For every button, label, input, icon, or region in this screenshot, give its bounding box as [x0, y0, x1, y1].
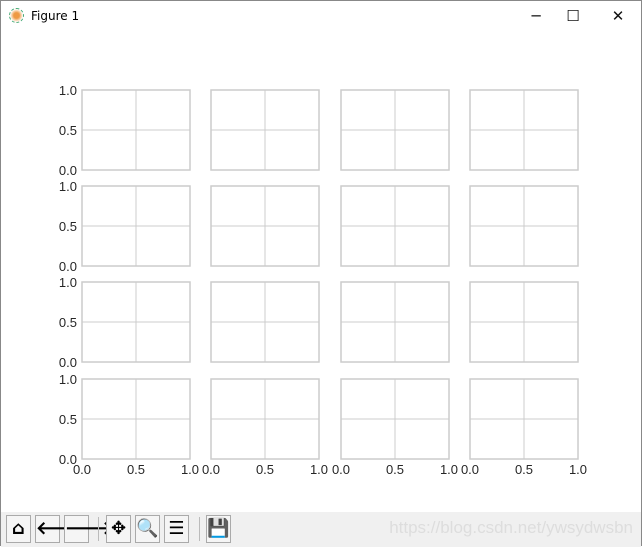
axes-frame	[210, 281, 320, 363]
home-icon: ⌂	[12, 518, 25, 539]
subplot-r2-c3	[340, 185, 450, 267]
y-tick-label: 0.5	[59, 123, 77, 138]
magnifier-icon: 🔍	[136, 518, 159, 539]
x-tick-label: 0.5	[127, 462, 145, 477]
x-tick-label: 0.0	[73, 462, 91, 477]
toolbar-separator	[199, 517, 200, 541]
x-tick-label: 1.0	[569, 462, 587, 477]
forward-button[interactable]: 🡒	[64, 515, 113, 543]
figure-canvas: 0.00.51.00.00.51.00.00.51.00.00.51.00.0 0…	[59, 83, 587, 477]
axes-frame	[210, 378, 320, 460]
subplot-r1-c4	[469, 89, 579, 171]
y-tick-label: 1.0	[59, 179, 77, 194]
axes-frame	[210, 89, 320, 171]
axes-frame	[210, 185, 320, 267]
axes-frame	[81, 89, 191, 171]
subplot-r1-c1: 0.0 0.5 1.0	[59, 83, 191, 178]
y-tick-label: 0.0	[59, 259, 77, 274]
x-tick-label: 0.0	[332, 462, 350, 477]
x-tick-label: 1.0	[310, 462, 328, 477]
x-tick-label: 0.0	[202, 462, 220, 477]
axes-frame	[469, 281, 579, 363]
subplot-r4-c1: 0.0 0.5 1.0 0.0 0.5 1.0	[59, 372, 199, 477]
axes-frame	[469, 185, 579, 267]
y-tick-label: 0.0	[59, 355, 77, 370]
x-tick-label: 0.5	[386, 462, 404, 477]
arrow-right-icon: 🡒	[65, 518, 114, 539]
x-tick-label: 0.5	[515, 462, 533, 477]
y-tick-label: 0.5	[59, 219, 77, 234]
save-button[interactable]: 💾	[206, 515, 231, 543]
x-tick-label: 0.5	[256, 462, 274, 477]
matplotlib-logo-icon	[9, 8, 24, 23]
back-button[interactable]: 🡐	[35, 515, 84, 543]
x-tick-label: 1.0	[440, 462, 458, 477]
axes-frame	[81, 185, 191, 267]
subplot-r2-c4	[469, 185, 579, 267]
maximize-button[interactable]: ☐	[566, 7, 580, 25]
subplot-r4-c2: 0.0 0.5 1.0	[202, 378, 328, 477]
y-tick-label: 0.5	[59, 412, 77, 427]
subplot-r3-c1: 0.0 0.5 1.0	[59, 275, 191, 370]
x-tick-label: 0.0	[461, 462, 479, 477]
subplot-r3-c2	[210, 281, 320, 363]
subplot-r2-c1: 0.0 0.5 1.0	[59, 179, 191, 274]
home-button[interactable]: ⌂	[6, 515, 31, 543]
subplot-r1-c3	[340, 89, 450, 171]
axes-frame	[469, 89, 579, 171]
window-title: Figure 1	[31, 9, 80, 23]
subplot-r4-c4: 0.0 0.5 1.0	[461, 378, 587, 477]
subplot-r1-c2	[210, 89, 320, 171]
y-tick-label: 1.0	[59, 372, 77, 387]
zoom-button[interactable]: 🔍	[135, 515, 160, 543]
subplot-r3-c4	[469, 281, 579, 363]
axes-frame	[81, 281, 191, 363]
close-button[interactable]: ✕	[611, 7, 625, 25]
minimize-button[interactable]: ─	[531, 7, 541, 25]
axes-frame	[340, 89, 450, 171]
subplot-r2-c2	[210, 185, 320, 267]
y-tick-label: 1.0	[59, 275, 77, 290]
toolbar-separator	[98, 517, 99, 541]
axes-frame	[340, 185, 450, 267]
subplot-r3-c3	[340, 281, 450, 363]
axes-frame	[340, 281, 450, 363]
y-tick-label: 0.0	[59, 163, 77, 178]
x-tick-label: 1.0	[181, 462, 199, 477]
title-bar: Figure 1 ─ ☐ ✕	[1, 1, 641, 32]
move-icon: ✥	[110, 518, 127, 539]
axes-frame	[340, 378, 450, 460]
y-tick-label: 0.5	[59, 315, 77, 330]
navigation-toolbar: https://blog.csdn.net/ywsydwsbn ⌂ 🡐 🡒 ✥ 🔍 ☰ 💾	[1, 512, 641, 547]
subplot-r4-c3: 0.0 0.5 1.0	[332, 378, 458, 477]
y-tick-label: 1.0	[59, 83, 77, 98]
axes-frame	[81, 378, 191, 460]
y-tick-label: 0.0	[59, 452, 77, 467]
axes-frame	[469, 378, 579, 460]
floppy-disk-icon: 💾	[207, 518, 230, 539]
pan-button[interactable]: ✥	[106, 515, 131, 543]
watermark: https://blog.csdn.net/ywsydwsbn	[389, 518, 633, 537]
sliders-icon: ☰	[168, 518, 185, 539]
configure-subplots-button[interactable]: ☰	[164, 515, 189, 543]
